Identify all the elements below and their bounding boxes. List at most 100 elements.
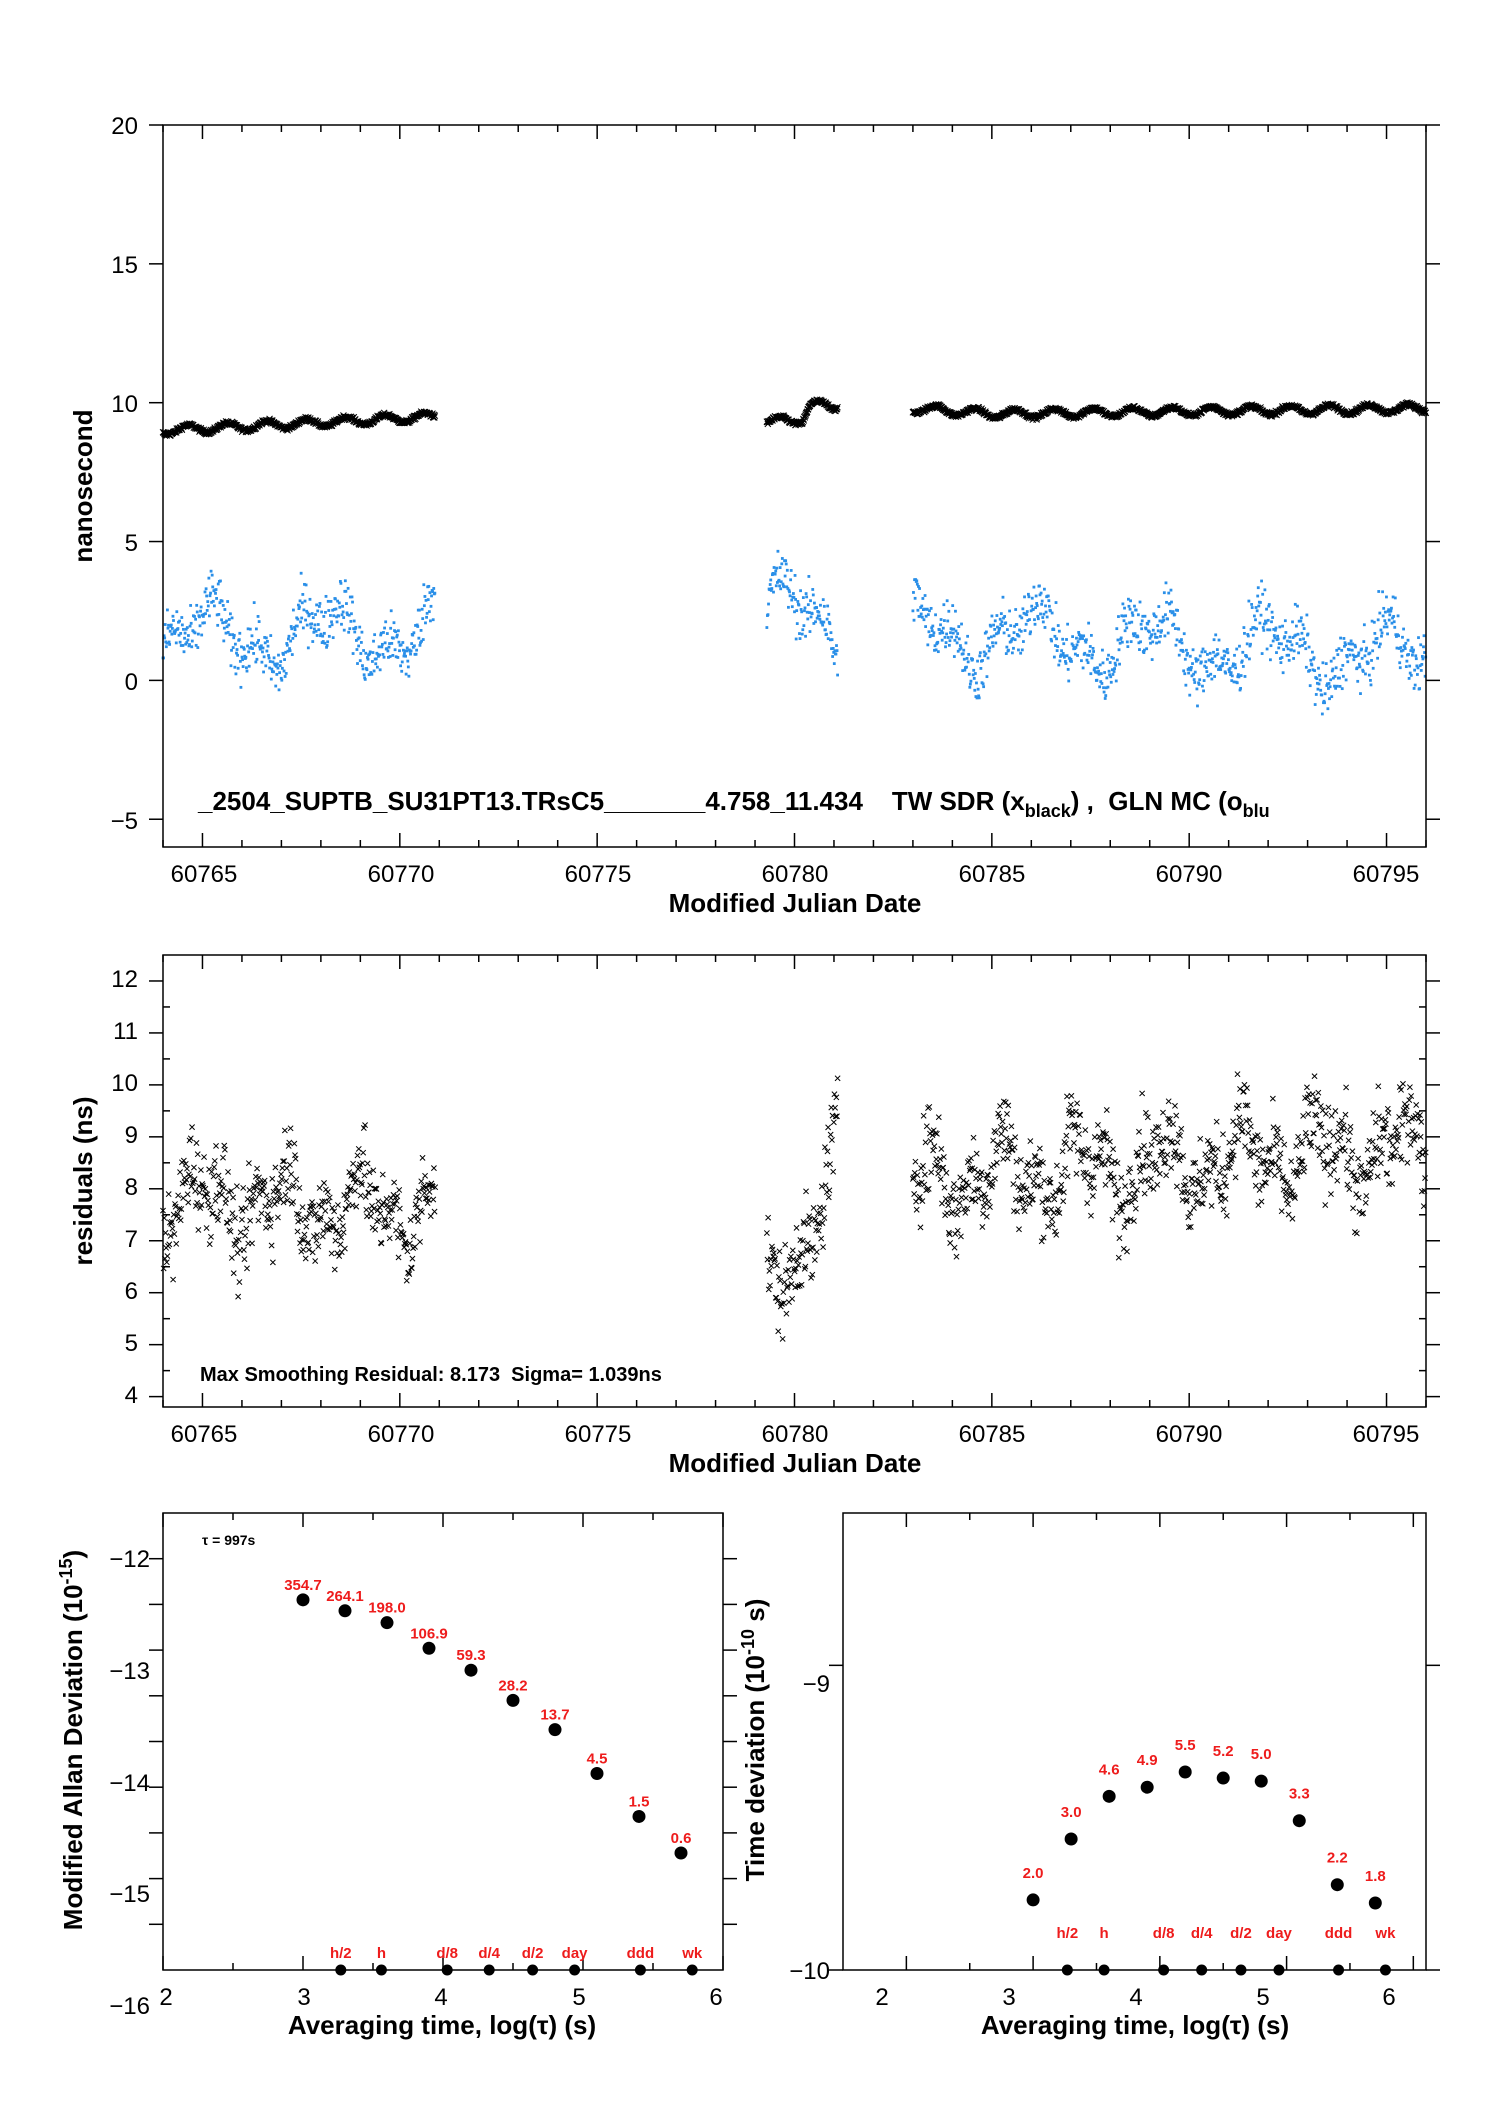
data-point (207, 1242, 212, 1247)
data-point (1098, 1147, 1103, 1152)
data-point (362, 649, 365, 652)
data-point (394, 648, 397, 651)
data-point (429, 619, 432, 622)
data-point (227, 1218, 232, 1223)
data-point (1332, 1167, 1337, 1172)
data-point (1356, 666, 1359, 669)
data-point (1101, 649, 1104, 652)
data-point (1125, 622, 1128, 625)
data-point (256, 1218, 261, 1223)
data-point (397, 1187, 402, 1192)
data-point (358, 636, 361, 639)
axis-ticks (149, 125, 1440, 847)
data-point (422, 1190, 427, 1195)
data-point (1184, 658, 1187, 661)
data-point (1047, 595, 1050, 598)
data-point (942, 603, 945, 606)
data-point (1259, 622, 1262, 625)
data-point (829, 1137, 834, 1142)
data-point (261, 661, 264, 664)
data-point (181, 644, 184, 647)
data-point (1089, 672, 1092, 675)
data-point (300, 1205, 305, 1210)
data-point (246, 670, 249, 673)
data-point (1271, 616, 1274, 619)
data-point (1347, 1187, 1352, 1192)
data-point (801, 628, 804, 631)
x-tick-labels: 60765 60770 60775 60780 60785 60790 6079… (171, 861, 1420, 888)
data-point (1121, 603, 1124, 606)
data-point (914, 597, 917, 600)
data-point (978, 654, 981, 657)
data-point (419, 1209, 424, 1214)
data-point (398, 1222, 403, 1227)
data-point (913, 1159, 918, 1164)
data-point (1080, 659, 1083, 662)
data-point (167, 627, 170, 630)
data-point (943, 619, 946, 622)
data-point (423, 604, 426, 607)
data-point (1187, 672, 1190, 675)
data-point (265, 1212, 270, 1217)
data-point (780, 562, 783, 565)
data-point (351, 596, 354, 599)
data-point (1074, 1171, 1079, 1176)
data-point (764, 1230, 769, 1235)
x-tick-label: 60765 (171, 1421, 238, 1448)
data-point (1301, 1113, 1306, 1118)
data-point (1354, 646, 1357, 649)
data-point (948, 644, 951, 647)
data-point (1376, 637, 1379, 640)
data-point (1329, 1113, 1334, 1118)
data-point (1179, 1126, 1184, 1131)
data-point (827, 1188, 832, 1193)
data-point (212, 1158, 217, 1163)
data-point (229, 1255, 234, 1260)
data-point (804, 606, 807, 609)
data-point (1213, 675, 1216, 678)
data-point (317, 628, 320, 631)
data-point (1219, 668, 1222, 671)
data-point (387, 1236, 392, 1241)
data-point (1287, 647, 1290, 650)
data-point (268, 657, 271, 660)
data-point (417, 1239, 422, 1244)
data-point (1065, 1174, 1070, 1179)
data-point (1290, 648, 1293, 651)
data-point (183, 637, 186, 640)
data-point (787, 606, 790, 609)
data-point (380, 1172, 385, 1177)
data-point (307, 646, 310, 649)
data-point (1148, 1176, 1153, 1181)
data-point (775, 584, 778, 587)
data-point (1107, 1139, 1112, 1144)
x-tick-label: 60795 (1353, 1421, 1420, 1448)
data-point (174, 1241, 179, 1246)
data-point (1285, 645, 1288, 648)
data-point (1201, 685, 1204, 688)
data-point (1060, 649, 1063, 652)
data-point (1119, 1175, 1124, 1180)
data-point (1124, 1249, 1129, 1254)
data-point (824, 628, 827, 631)
data-point (1054, 635, 1057, 638)
data-point (238, 638, 241, 641)
data-point (1279, 1209, 1284, 1214)
data-point (795, 638, 798, 641)
data-point (1209, 673, 1212, 676)
data-point (370, 673, 373, 676)
data-point (222, 604, 225, 607)
data-point (409, 653, 412, 656)
data-point (251, 634, 254, 637)
data-point (802, 596, 805, 599)
data-point (1240, 674, 1243, 677)
data-point (396, 1255, 401, 1260)
data-point (1284, 1189, 1289, 1194)
data-point (273, 656, 276, 659)
data-point (1138, 1179, 1143, 1184)
data-point (819, 618, 822, 621)
data-point (1224, 672, 1227, 675)
data-point (315, 630, 318, 633)
data-point (1164, 613, 1167, 616)
data-point (1330, 660, 1333, 663)
